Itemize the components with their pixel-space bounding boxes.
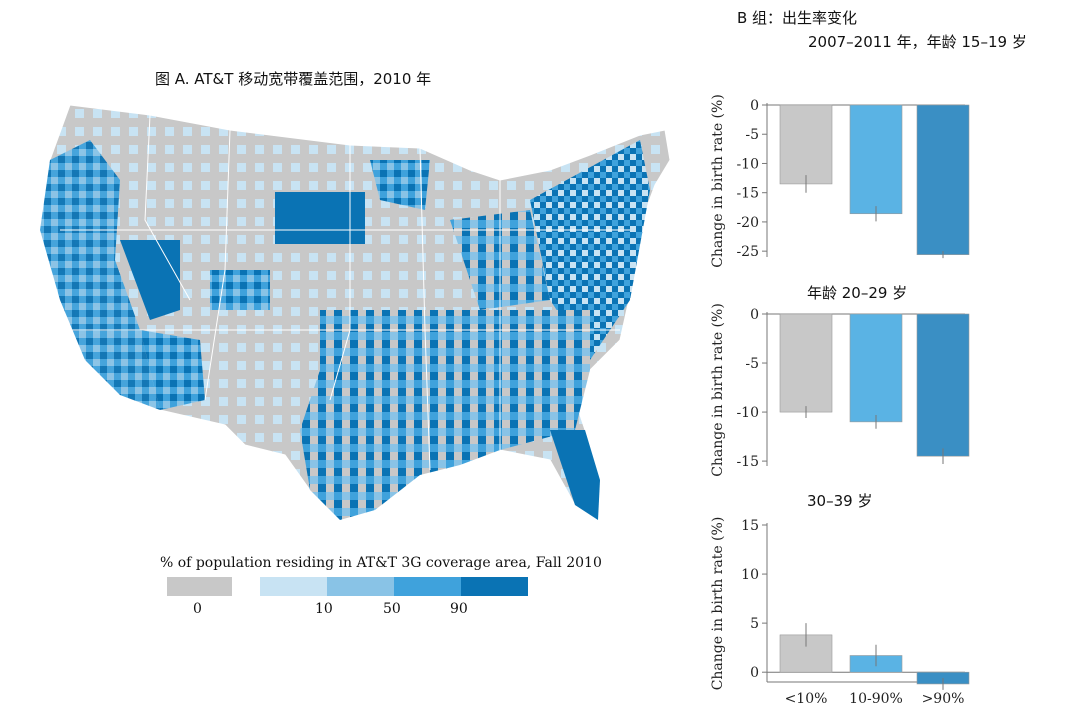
y-tick-label: -15	[736, 454, 759, 470]
y-tick-label: -20	[736, 215, 759, 231]
y-axis-label: Change in birth rate (%)	[710, 303, 726, 477]
legend-swatch-gt90	[461, 577, 528, 596]
y-axis-label: Change in birth rate (%)	[710, 517, 726, 691]
bar-1	[849, 104, 903, 215]
bar-2	[916, 104, 970, 255]
legend-swatch-50-90	[394, 577, 461, 596]
y-tick-label: 0	[750, 98, 759, 114]
subchart-2-title: 年龄 20–29 岁	[807, 284, 908, 302]
subchart-3-title: 30–39 岁	[807, 492, 873, 510]
x-tick-label: <10%	[785, 691, 828, 707]
y-tick-label: -15	[736, 186, 759, 202]
y-tick-label: 10	[741, 567, 759, 583]
legend-swatch-10-50	[327, 577, 394, 596]
y-tick-label: -25	[736, 244, 759, 260]
bar-chart-2: 0 -5 -10 -15 Change in birth rate (%)	[710, 303, 970, 477]
x-tick-label: 10-90%	[849, 691, 903, 707]
map-title: 图 A. AT&T 移动宽带覆盖范围，2010 年	[155, 70, 432, 88]
y-tick-label: -5	[745, 356, 759, 372]
bar-0	[779, 313, 833, 413]
bar-chart-3: 15 10 5 0 Change in birth rate (%) <10% 10-90%…	[710, 517, 970, 707]
panel-b-subtitle: 2007–2011 年，年龄 15–19 岁	[808, 33, 1027, 51]
y-tick-label: -10	[736, 405, 759, 421]
us-coverage-map	[39, 104, 671, 521]
bar-2	[916, 313, 970, 457]
y-tick-label: 15	[741, 518, 759, 534]
y-tick-label: 5	[750, 616, 759, 632]
legend-title: % of population residing in AT&T 3G cove…	[160, 555, 602, 571]
x-tick-label: >90%	[922, 691, 965, 707]
legend-swatch-zero	[167, 577, 232, 596]
y-tick-label: -10	[736, 156, 759, 172]
legend-tick-0: 0	[193, 601, 202, 617]
legend-swatch-lt10	[260, 577, 327, 596]
y-tick-label: 0	[750, 665, 759, 681]
y-tick-label: -5	[745, 127, 759, 143]
y-tick-label: 0	[750, 307, 759, 323]
bar-1	[849, 313, 903, 423]
legend-tick-50: 50	[383, 601, 401, 617]
bar-0	[779, 104, 833, 185]
bar-chart-1: 0 -5 -10 -15 -20 -25 Change in birth rate (%)	[710, 94, 970, 268]
legend-tick-10: 10	[315, 601, 333, 617]
y-axis-label: Change in birth rate (%)	[710, 94, 726, 268]
panel-b-title: B 组：出生率变化	[737, 9, 858, 27]
legend-tick-90: 90	[450, 601, 468, 617]
